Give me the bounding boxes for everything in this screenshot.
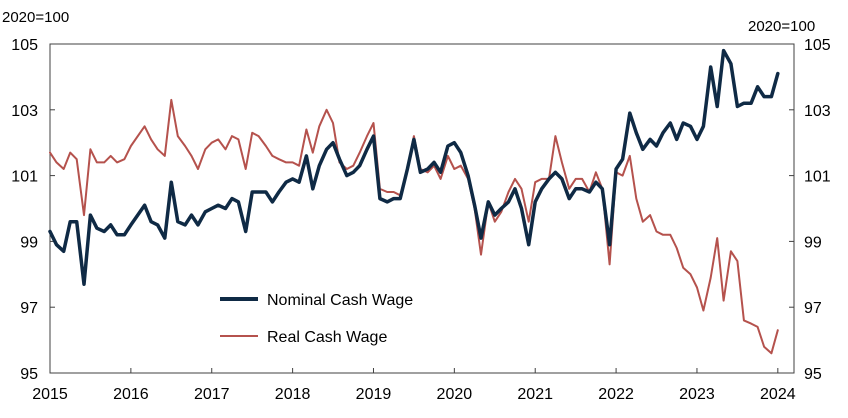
y-tick-label-right: 101 — [804, 169, 831, 186]
y-tick-label-left: 99 — [20, 234, 38, 251]
series-layer — [48, 48, 780, 355]
legend: Nominal Cash Wage Real Cash Wage — [220, 292, 413, 346]
x-tick-label: 2018 — [275, 386, 311, 403]
x-tick-label: 2016 — [113, 386, 149, 403]
series-line-nominal-cash-wage — [48, 48, 780, 286]
plot-frame — [49, 43, 795, 374]
y-tick-label-left: 105 — [11, 37, 38, 54]
legend-label-nominal: Nominal Cash Wage — [267, 292, 413, 309]
y-tick-label-right: 99 — [804, 234, 822, 251]
x-axis: 2015 2016 2017 2018 2019 2020 2021 2022 2023 2024 — [32, 368, 796, 403]
y-tick-label-left: 97 — [20, 300, 38, 317]
y-tick-label-left: 101 — [11, 169, 38, 186]
x-tick-label: 2021 — [517, 386, 553, 403]
y-tick-label-right: 95 — [804, 366, 822, 383]
legend-label-real: Real Cash Wage — [267, 329, 387, 346]
y-axis-left: 95 97 99 101 103 105 — [11, 37, 55, 383]
left-unit-label: 2020=100 — [2, 9, 69, 26]
x-tick-label: 2015 — [32, 386, 68, 403]
x-tick-label: 2020 — [437, 386, 473, 403]
y-axis-right: 95 97 99 101 103 105 — [789, 37, 831, 383]
y-tick-label-right: 97 — [804, 300, 822, 317]
y-tick-label-left: 103 — [11, 103, 38, 120]
y-tick-label-right: 103 — [804, 103, 831, 120]
y-tick-label-right: 105 — [804, 37, 831, 54]
x-tick-label: 2022 — [598, 386, 634, 403]
y-tick-label-left: 95 — [20, 366, 38, 383]
x-tick-label: 2024 — [760, 386, 796, 403]
x-tick-label: 2023 — [679, 386, 715, 403]
right-unit-label: 2020=100 — [748, 18, 815, 35]
x-tick-label: 2019 — [356, 386, 392, 403]
x-tick-label: 2017 — [194, 386, 230, 403]
